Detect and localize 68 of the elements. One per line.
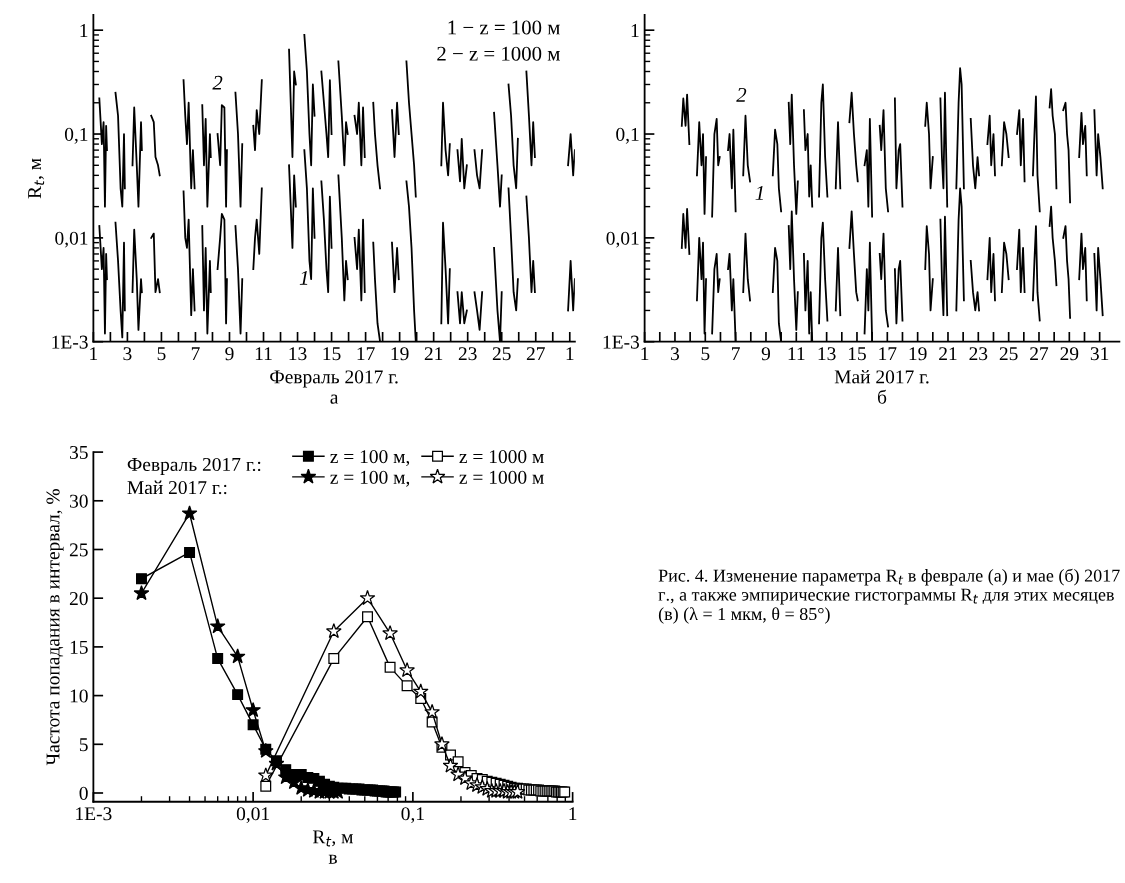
text: Рис. 4. Изменение параметра R$_{t}$ в феврале (а) и мае (б) 2017 г., а также эмпирические гистограммы R$_{t}$ для этих месяцев (в) (λ = 1 мкм, θ = 85°) bbox=[658, 568, 1120, 624]
x-tick-label: 1 bbox=[90, 347, 98, 361]
y-tick-label: 1 bbox=[80, 24, 88, 37]
x-tick-label: 3 bbox=[671, 347, 680, 361]
x-tick-label: 23 bbox=[458, 347, 477, 361]
y-axis-title: R$_{t}$, м bbox=[28, 158, 45, 199]
x-tick-label: 0,1 bbox=[401, 807, 424, 824]
x-tick-label: 21 bbox=[939, 347, 957, 361]
x-tick-label: 19 bbox=[909, 347, 927, 361]
x-tick-label: 15 bbox=[848, 347, 866, 361]
x-tick-label: 11 bbox=[788, 347, 805, 361]
y-axis-title: Частота попадания в интервал, % bbox=[46, 489, 64, 766]
y-tick-label: 5 bbox=[79, 738, 88, 752]
x-axis-title: R$_{t}$, м в bbox=[312, 830, 353, 864]
x-axis-title: Февраль 2017 г. а bbox=[270, 370, 398, 404]
x-tick-label: 3 bbox=[123, 347, 132, 361]
x-tick-label: 5 bbox=[701, 347, 710, 361]
x-tick-label: 7 bbox=[191, 347, 200, 361]
y-tick-label: 15 bbox=[70, 640, 88, 654]
x-tick-label: 23 bbox=[969, 347, 988, 361]
y-tick-label: 1E-3 bbox=[52, 335, 88, 349]
x-tick-label: 21 bbox=[424, 347, 443, 361]
x-tick-label: 15 bbox=[323, 347, 341, 361]
x-tick-label: 7 bbox=[732, 347, 740, 361]
x-tick-label: 13 bbox=[818, 347, 836, 361]
x-tick-label: 27 bbox=[526, 347, 545, 361]
y-tick-label: 0,1 bbox=[616, 127, 639, 144]
x-tick-label: 17 bbox=[879, 347, 897, 361]
y-tick-label: 10 bbox=[70, 689, 88, 703]
legend-label: z = 100 м, bbox=[330, 470, 410, 487]
y-tick-label: 1E-3 bbox=[603, 335, 640, 349]
x-axis-title: Май 2017 г. б bbox=[834, 369, 929, 404]
y-tick-label: 20 bbox=[69, 592, 88, 606]
annotation: 1 bbox=[755, 185, 763, 200]
x-tick-label: 25 bbox=[492, 347, 511, 361]
x-tick-label: 1 bbox=[641, 347, 649, 361]
annotation: Февраль 2017 г.: bbox=[127, 457, 261, 475]
y-tick-label: 0,01 bbox=[606, 231, 639, 248]
x-tick-label: 19 bbox=[391, 347, 409, 361]
x-tick-label: 25 bbox=[999, 347, 1018, 361]
annotation: Май 2017 г.: bbox=[127, 480, 227, 495]
annotation: 2 bbox=[736, 87, 747, 102]
y-tick-label: 0,01 bbox=[55, 231, 88, 248]
x-tick-label: 27 bbox=[1030, 347, 1049, 361]
x-tick-label: 11 bbox=[255, 347, 272, 361]
annotation: 2 − z = 1000 м bbox=[437, 46, 560, 61]
x-tick-label: 1 bbox=[569, 807, 577, 821]
x-tick-label: 31 bbox=[1090, 347, 1109, 361]
x-tick-label: 17 bbox=[357, 347, 375, 361]
y-tick-label: 1 bbox=[631, 24, 639, 37]
legend-label: z = 1000 м bbox=[459, 450, 544, 464]
y-tick-label: 35 bbox=[70, 445, 88, 460]
x-tick-label: 13 bbox=[289, 347, 307, 361]
y-tick-label: 0 bbox=[79, 786, 88, 800]
legend-label: z = 1000 м bbox=[459, 470, 544, 484]
x-tick-label: 9 bbox=[761, 347, 771, 361]
y-tick-label: 25 bbox=[69, 543, 88, 557]
x-tick-label: 0,01 bbox=[236, 807, 269, 824]
x-tick-label: 29 bbox=[1060, 347, 1079, 361]
annotation: 2 bbox=[212, 75, 223, 90]
y-tick-label: 0,1 bbox=[64, 127, 88, 144]
x-tick-label: 5 bbox=[157, 347, 166, 361]
annotation: 1 bbox=[299, 270, 308, 285]
annotation: 1 − z = 100 м bbox=[448, 20, 560, 35]
y-tick-label: 30 bbox=[70, 494, 88, 508]
x-tick-label: 1 bbox=[566, 347, 574, 361]
x-tick-label: 9 bbox=[225, 347, 234, 361]
legend-label: z = 100 м, bbox=[330, 450, 410, 466]
